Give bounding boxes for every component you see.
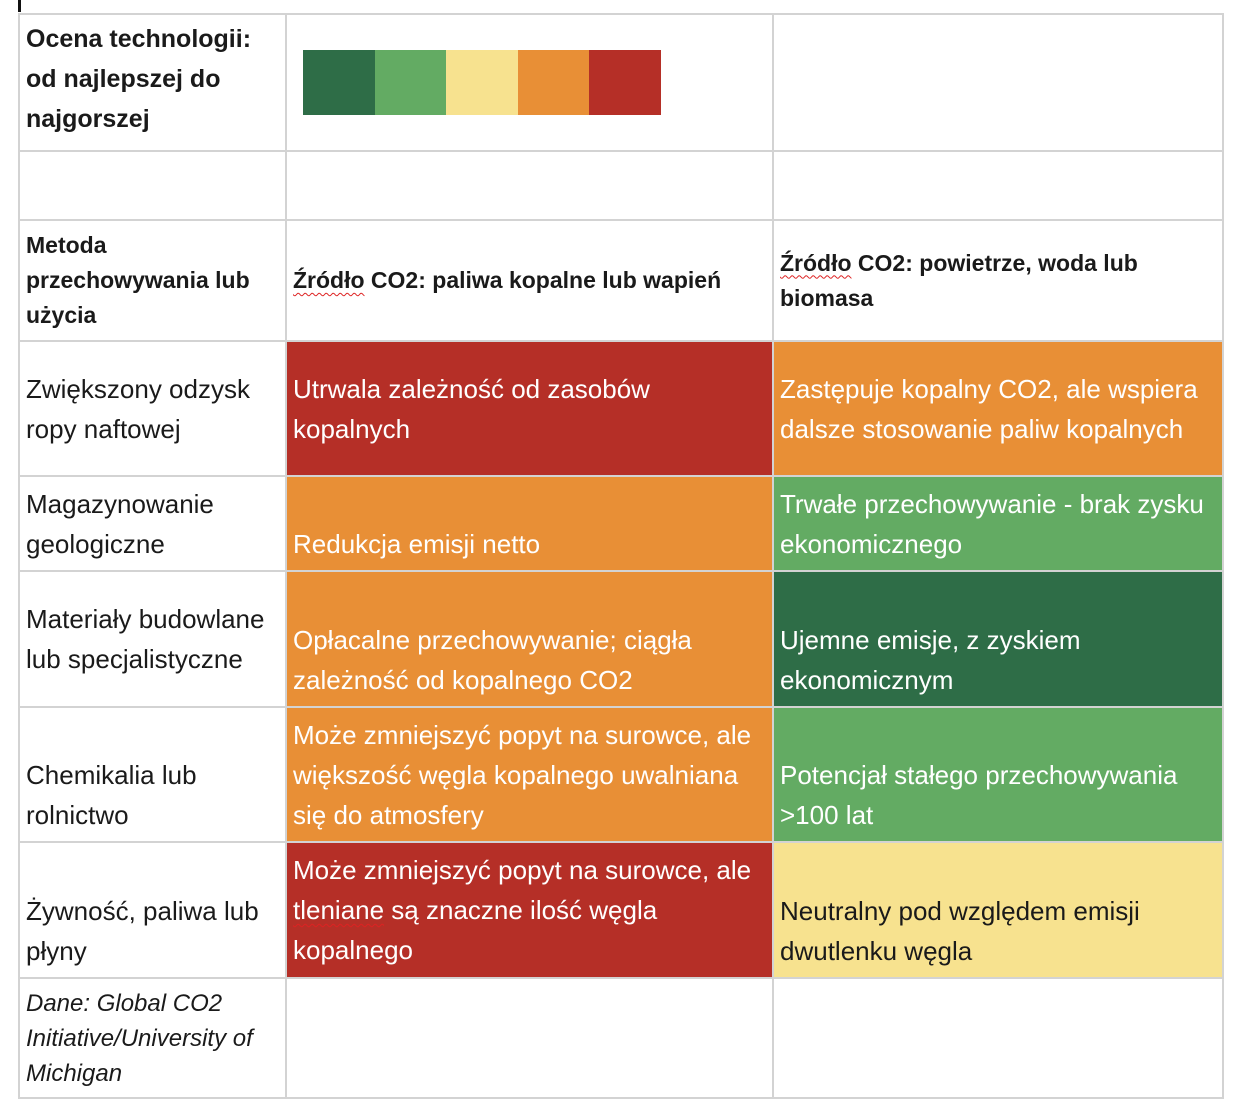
row-label: Zwiększony odzysk ropy naftowej — [26, 373, 250, 444]
spacer-cell — [18, 150, 287, 221]
legend-title-cell: Ocena technologii: od najlepszej do najg… — [18, 13, 287, 152]
table-row: Chemikalia lub rolnictwo Może zmniejszyć… — [18, 706, 1224, 843]
spellcheck-word: Źródło — [780, 249, 852, 276]
fossil-rating-text: Może zmniejszyć popyt na surowce, ale tl… — [293, 855, 752, 965]
spacer-cell — [285, 150, 774, 221]
header-method-label: Metoda przechowywania lub użycia — [26, 232, 250, 328]
row-label: Magazynowanie geologiczne — [26, 488, 214, 559]
row-label-cell: Materiały budowlane lub specjalistyczne — [18, 570, 287, 708]
spellcheck-word: Źródło — [293, 267, 365, 293]
spellcheck-word: tleniane — [293, 895, 385, 925]
air-rating-cell: Neutralny pod względem emisji dwutlenku … — [772, 841, 1224, 979]
header-air-source: Źródło CO2: powietrze, woda lub biomasa — [772, 219, 1224, 342]
air-rating-text: Neutralny pod względem emisji dwutlenku … — [780, 896, 1140, 966]
header-air-label: Źródło CO2: powietrze, woda lub biomasa — [780, 249, 1138, 311]
technology-rating-table: Ocena technologii: od najlepszej do najg… — [18, 13, 1224, 1099]
fossil-rating-text: Redukcja emisji netto — [293, 529, 541, 559]
row-label-cell: Magazynowanie geologiczne — [18, 475, 287, 572]
fossil-rating-cell: Opłacalne przechowywanie; ciągła zależno… — [285, 570, 774, 708]
row-label-cell: Chemikalia lub rolnictwo — [18, 706, 287, 843]
table-row: Materiały budowlane lub specjalistyczne … — [18, 570, 1224, 708]
header-fossil-label: Źródło CO2: paliwa kopalne lub wapień — [293, 267, 722, 293]
footer-row: Dane: Global CO2 Initiative/University o… — [18, 977, 1224, 1099]
spacer-cell — [772, 150, 1224, 221]
legend-swatch-worst — [589, 50, 661, 115]
row-label: Materiały budowlane lub specjalistyczne — [26, 604, 265, 674]
legend-color-scale — [303, 50, 661, 115]
legend-swatch-poor — [517, 50, 590, 115]
row-label-cell: Zwiększony odzysk ropy naftowej — [18, 340, 287, 477]
legend-empty-cell — [772, 13, 1224, 152]
table-row: Magazynowanie geologiczne Redukcja emisj… — [18, 475, 1224, 572]
row-label-cell: Żywność, paliwa lub płyny — [18, 841, 287, 979]
air-rating-text: Zastępuje kopalny CO2, ale wspiera dalsz… — [780, 373, 1198, 444]
row-label: Żywność, paliwa lub płyny — [26, 896, 259, 966]
legend-swatch-best — [303, 50, 375, 115]
header-row: Metoda przechowywania lub użycia Źródło … — [18, 219, 1224, 342]
table-row: Zwiększony odzysk ropy naftowej Utrwala … — [18, 340, 1224, 477]
air-rating-cell: Ujemne emisje, z zyskiem ekonomicznym — [772, 570, 1224, 708]
table-row: Żywność, paliwa lub płyny Może zmniejszy… — [18, 841, 1224, 979]
air-rating-text: Ujemne emisje, z zyskiem ekonomicznym — [780, 625, 1081, 695]
legend-title: Ocena technologii: od najlepszej do najg… — [26, 25, 252, 133]
air-rating-text: Trwałe przechowywanie - brak zysku ekono… — [780, 488, 1204, 559]
footer-empty-cell — [285, 977, 774, 1099]
fossil-rating-cell: Utrwala zależność od zasobów kopalnych — [285, 340, 774, 477]
fossil-rating-text: Opłacalne przechowywanie; ciągła zależno… — [293, 625, 692, 695]
legend-row: Ocena technologii: od najlepszej do najg… — [18, 13, 1224, 152]
header-fossil-source: Źródło CO2: paliwa kopalne lub wapień — [285, 219, 774, 342]
row-label: Chemikalia lub rolnictwo — [26, 760, 197, 830]
footer-empty-cell — [772, 977, 1224, 1099]
air-rating-cell: Potencjał stałego przechowywania >100 la… — [772, 706, 1224, 843]
legend-swatch-good — [374, 50, 447, 115]
air-rating-text: Potencjał stałego przechowywania >100 la… — [780, 760, 1178, 830]
fossil-rating-text: Utrwala zależność od zasobów kopalnych — [293, 373, 650, 444]
text-cursor — [18, 0, 21, 12]
fossil-rating-cell: Może zmniejszyć popyt na surowce, ale wi… — [285, 706, 774, 843]
header-method: Metoda przechowywania lub użycia — [18, 219, 287, 342]
spacer-row — [18, 150, 1224, 221]
source-note: Dane: Global CO2 Initiative/University o… — [26, 989, 253, 1087]
legend-swatch-neutral — [446, 50, 518, 115]
source-note-cell: Dane: Global CO2 Initiative/University o… — [18, 977, 287, 1099]
fossil-rating-cell: Redukcja emisji netto — [285, 475, 774, 572]
air-rating-cell: Zastępuje kopalny CO2, ale wspiera dalsz… — [772, 340, 1224, 477]
air-rating-cell: Trwałe przechowywanie - brak zysku ekono… — [772, 475, 1224, 572]
fossil-rating-cell: Może zmniejszyć popyt na surowce, ale tl… — [285, 841, 774, 979]
legend-bar-cell — [285, 13, 774, 152]
fossil-rating-text: Może zmniejszyć popyt na surowce, ale wi… — [293, 719, 752, 830]
